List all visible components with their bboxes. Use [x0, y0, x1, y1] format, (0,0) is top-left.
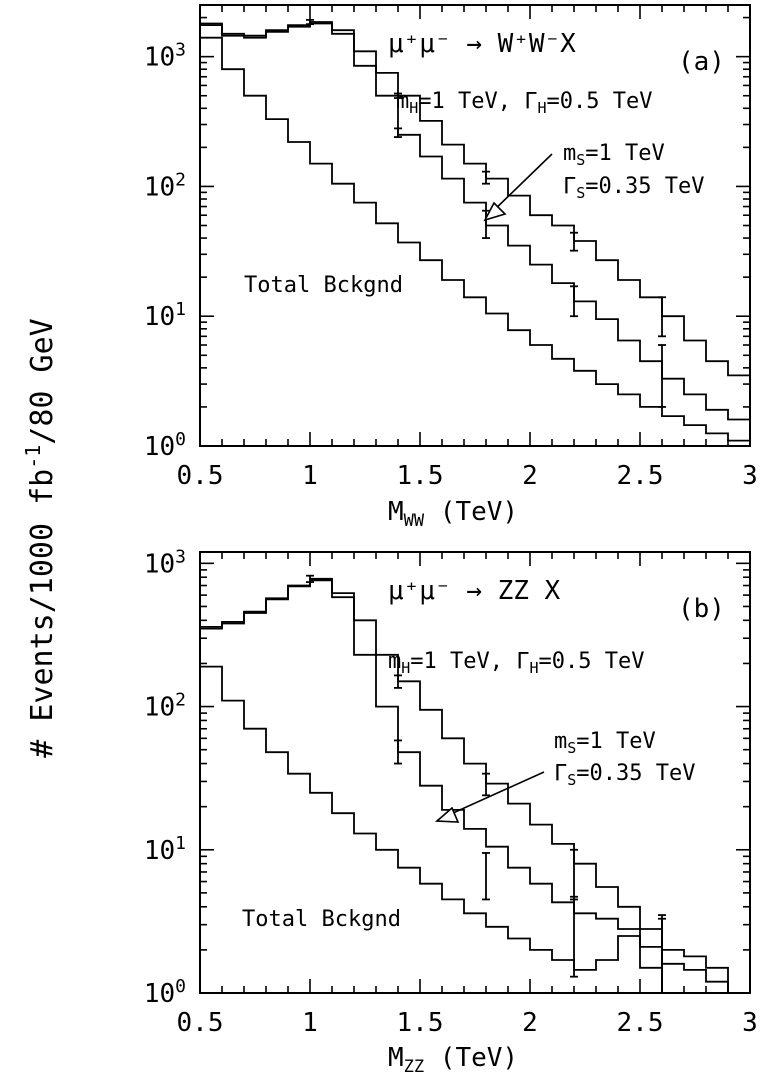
- plot-frame-a: [199, 4, 751, 447]
- x-axis-label-a: MWW (TeV): [388, 497, 518, 531]
- chart-panel-a: 0.5 1 1.5 2 2.5 3 100 101 102 103 μ⁺μ⁻ → W⁺W⁻X (a…: [144, 4, 758, 531]
- y-tick-label: 101: [144, 299, 186, 333]
- y-tick-label: 103: [144, 39, 186, 73]
- x-tick-label: 3: [742, 461, 758, 491]
- error-bar: [570, 848, 578, 901]
- x-tick-label: 2: [522, 461, 538, 491]
- error-bar: [570, 285, 578, 318]
- histogram-series-3: [200, 36, 750, 442]
- histogram-series-2: [200, 22, 750, 421]
- arrow-b: [434, 771, 545, 823]
- panel-label-b: (b): [678, 594, 725, 624]
- plot-frame-b: [199, 551, 751, 994]
- x-tick-label: 0.5: [177, 1008, 224, 1038]
- x-tick-label: 0.5: [177, 461, 224, 491]
- error-bar: [482, 772, 490, 797]
- x-tick-label: 3: [742, 1008, 758, 1038]
- panel-label-a: (a): [678, 47, 725, 77]
- y-axis-label: # Events/1000 fb-1/80 GeV: [21, 318, 60, 758]
- scalar-mass-annotation-a: mS=1 TeV: [563, 141, 665, 169]
- x-tick-label: 1.5: [397, 461, 444, 491]
- higgs-annotation-b: mH=1 TeV, ΓH=0.5 TeV: [388, 649, 645, 677]
- ticks-layer-a: 0.5 1 1.5 2 2.5 3 100 101 102 103: [144, 5, 758, 491]
- histogram-series-2: [200, 579, 750, 994]
- x-tick-label: 1: [302, 1008, 318, 1038]
- chart-panel-b: 0.5 1 1.5 2 2.5 3 100 101 102 103 μ⁺μ⁻ → ZZ X (b)…: [144, 546, 758, 1074]
- y-tick-label: 103: [144, 546, 186, 580]
- histogram-layer-b: [200, 574, 750, 994]
- arrow-a: [483, 153, 553, 222]
- error-bar: [394, 739, 402, 765]
- background-label-a: Total Bckgnd: [244, 273, 403, 298]
- x-tick-label: 2: [522, 1008, 538, 1038]
- higgs-annotation-a: mH=1 TeV, ΓH=0.5 TeV: [396, 89, 653, 117]
- scalar-width-annotation-a: ΓS=0.35 TeV: [563, 174, 705, 202]
- x-tick-label: 1.5: [397, 1008, 444, 1038]
- scalar-mass-annotation-b: mS=1 TeV: [554, 729, 656, 757]
- y-tick-label: 101: [144, 832, 186, 866]
- scalar-width-annotation-b: ΓS=0.35 TeV: [554, 761, 696, 789]
- error-bar: [570, 231, 578, 252]
- y-tick-label: 100: [144, 976, 186, 1010]
- x-tick-label: 1: [302, 461, 318, 491]
- y-tick-label: 102: [144, 689, 186, 723]
- error-bar: [658, 296, 666, 338]
- x-axis-label-b: MZZ (TeV): [388, 1043, 518, 1074]
- y-tick-label: 102: [144, 169, 186, 203]
- y-tick-label: 100: [144, 429, 186, 463]
- error-bar: [658, 344, 666, 408]
- x-tick-label: 2.5: [617, 461, 664, 491]
- histogram-series-3: [200, 665, 750, 994]
- process-label-b: μ⁺μ⁻ → ZZ X: [388, 576, 561, 606]
- error-bar: [482, 852, 490, 901]
- error-bar: [482, 209, 490, 239]
- ticks-layer-b: 0.5 1 1.5 2 2.5 3 100 101 102 103: [144, 546, 758, 1038]
- background-label-b: Total Bckgnd: [242, 907, 401, 932]
- error-bar: [394, 674, 402, 689]
- error-bar: [482, 170, 490, 185]
- histogram-layer-a: [200, 18, 750, 442]
- error-bar: [394, 127, 402, 138]
- process-label-a: μ⁺μ⁻ → W⁺W⁻X: [388, 29, 576, 59]
- x-tick-label: 2.5: [617, 1008, 664, 1038]
